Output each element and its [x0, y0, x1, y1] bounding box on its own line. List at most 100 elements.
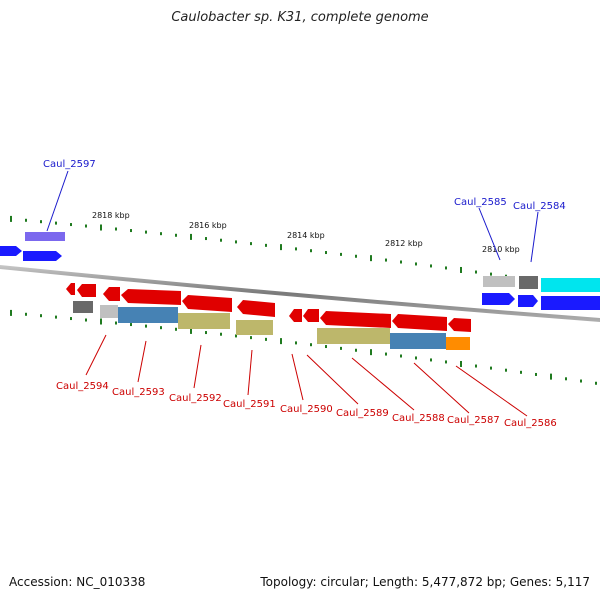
- inner-scale-tick: [385, 352, 387, 356]
- reverse-leader-lines: [85, 334, 528, 417]
- genome-summary-text: Topology: circular; Length: 5,477,872 bp…: [260, 575, 590, 589]
- outer-scale-tick: [280, 244, 282, 251]
- outer-scale-tick: [115, 227, 117, 231]
- gene-caul-2594-cog[interactable]: [73, 301, 93, 313]
- gene-label-caul-2587[interactable]: Caul_2587: [447, 415, 500, 426]
- gene-caul-2591-cog[interactable]: [236, 320, 273, 335]
- gene-label-caul-2593[interactable]: Caul_2593: [112, 387, 165, 398]
- gene-reverse-arrow[interactable]: [103, 287, 120, 301]
- gene-label-caul-2586[interactable]: Caul_2586: [504, 418, 557, 429]
- inner-scale-tick: [415, 356, 417, 360]
- gene-caul-2585[interactable]: [482, 293, 515, 305]
- scale-label-2816: 2816 kbp: [189, 221, 227, 230]
- inner-scale-tick: [550, 373, 552, 380]
- gene-caul-2584-a[interactable]: [518, 295, 538, 307]
- genome-backbone: [0, 265, 600, 322]
- outer-scale-tick: [160, 232, 162, 236]
- inner-scale-tick: [70, 317, 72, 321]
- outer-scale-tick: [415, 262, 417, 266]
- inner-scale-tick: [430, 358, 432, 362]
- inner-scale-tick: [235, 334, 237, 338]
- gene-caul-2588-cog[interactable]: [390, 333, 446, 349]
- outer-scale-tick: [25, 218, 27, 222]
- inner-scale-tick: [280, 338, 282, 345]
- outer-scale-tick: [205, 237, 207, 241]
- inner-scale-tick: [205, 331, 207, 335]
- gene-reverse-arrow[interactable]: [77, 284, 96, 297]
- inner-scale-tick: [460, 360, 462, 367]
- gene-caul-2592-cog[interactable]: [178, 313, 230, 329]
- inner-scale-tick: [250, 336, 252, 340]
- gene-caul-2585-cog[interactable]: [483, 276, 515, 287]
- gene-caul-2589-arrow[interactable]: [303, 309, 319, 322]
- inner-scale-tick: [190, 327, 192, 334]
- gene-caul-2586-arrow[interactable]: [448, 318, 471, 332]
- inner-scale-tick: [595, 381, 597, 385]
- gene-label-caul-2589[interactable]: Caul_2589: [336, 408, 389, 419]
- gene-reverse-arrow-small[interactable]: [66, 283, 75, 295]
- outer-scale-tick: [220, 238, 222, 242]
- outer-scale-tick: [385, 258, 387, 262]
- forward-leader-lines: [46, 170, 539, 263]
- gene-caul-2584-cog-b[interactable]: [541, 278, 600, 292]
- inner-scale-tick: [310, 343, 312, 347]
- inner-scale-tick: [295, 341, 297, 345]
- gene-label-caul-2594[interactable]: Caul_2594: [56, 381, 109, 392]
- gene-caul-2588-arrow[interactable]: [320, 311, 391, 328]
- gene-caul-2590-arrow[interactable]: [237, 300, 275, 317]
- gene-caul-2587-arrow[interactable]: [392, 314, 447, 331]
- scale-label-2814: 2814 kbp: [287, 231, 325, 240]
- inner-scale-tick: [40, 314, 42, 318]
- outer-scale-tick: [295, 247, 297, 251]
- gene-label-caul-2585[interactable]: Caul_2585: [454, 197, 507, 208]
- outer-scale-tick: [190, 233, 192, 240]
- gene-caul-2597[interactable]: [23, 251, 62, 261]
- outer-scale-tick: [10, 215, 12, 222]
- gene-caul-2587-cog[interactable]: [446, 337, 470, 350]
- scale-label-2810: 2810 kbp: [482, 245, 520, 254]
- gene-caul-2584-cog-a[interactable]: [519, 276, 538, 289]
- inner-scale-tick: [565, 377, 567, 381]
- outer-scale-tick: [40, 220, 42, 224]
- gene-caul-2597-cog[interactable]: [25, 232, 65, 241]
- inner-scale-tick: [145, 324, 147, 328]
- gene-caul-2593-cog[interactable]: [118, 307, 178, 323]
- gene-label-caul-2584[interactable]: Caul_2584: [513, 201, 566, 212]
- inner-scale-tick: [10, 309, 12, 316]
- outer-scale-tick: [460, 266, 462, 273]
- outer-scale-tick: [85, 224, 87, 228]
- inner-scale-tick: [25, 312, 27, 316]
- gene-forward-arrow[interactable]: [0, 246, 22, 256]
- inner-scale-tick: [160, 326, 162, 330]
- accession-text: Accession: NC_010338: [9, 575, 146, 589]
- gene-label-caul-2591[interactable]: Caul_2591: [223, 399, 276, 410]
- inner-scale-tick: [55, 315, 57, 319]
- inner-scale-tick: [535, 372, 537, 376]
- forward-gene-labels: Caul_2597 Caul_2585 Caul_2584: [43, 159, 566, 212]
- inner-scale-tick: [85, 318, 87, 322]
- gene-caul-2593-cog-a[interactable]: [100, 305, 118, 318]
- gene-caul-2584[interactable]: [541, 296, 600, 310]
- gene-label-caul-2597[interactable]: Caul_2597: [43, 159, 96, 170]
- inner-scale-tick: [340, 346, 342, 350]
- outer-scale-tick: [430, 264, 432, 268]
- gene-label-caul-2590[interactable]: Caul_2590: [280, 404, 333, 415]
- gene-reverse-arrow-small[interactable]: [289, 309, 302, 322]
- gene-caul-2591-arrow[interactable]: [182, 295, 232, 312]
- outer-scale-tick: [250, 242, 252, 246]
- outer-scale-tick: [100, 224, 102, 231]
- scale-label-2818: 2818 kbp: [92, 211, 130, 220]
- inner-ticks: [10, 309, 597, 385]
- gene-caul-2589-cog[interactable]: [317, 328, 390, 344]
- outer-scale-tick: [325, 251, 327, 255]
- gene-label-caul-2588[interactable]: Caul_2588: [392, 413, 445, 424]
- inner-scale-tick: [370, 349, 372, 356]
- inner-scale-tick: [100, 318, 102, 325]
- outer-scale-tick: [340, 252, 342, 256]
- gene-label-caul-2592[interactable]: Caul_2592: [169, 393, 222, 404]
- reverse-gene-labels: Caul_2594 Caul_2593 Caul_2592 Caul_2591 …: [56, 381, 557, 429]
- reverse-strand-genes: [66, 283, 471, 350]
- inner-scale-tick: [325, 345, 327, 349]
- gene-caul-2592[interactable]: [121, 289, 181, 305]
